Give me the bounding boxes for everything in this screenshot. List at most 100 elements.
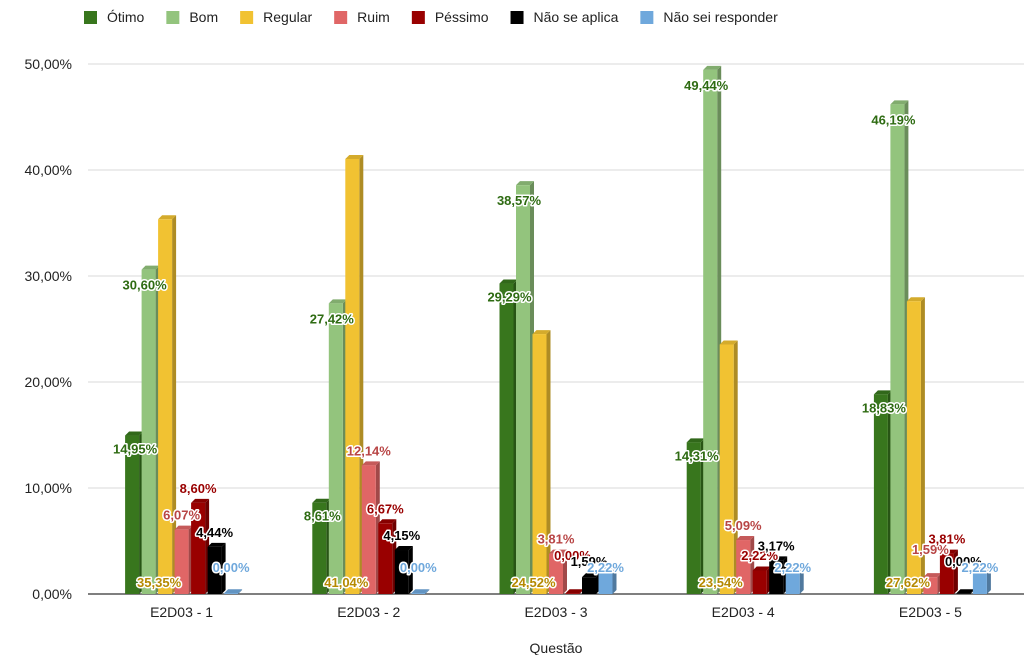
- data-label: 2,22%: [587, 560, 624, 575]
- data-label: 41,04%: [324, 575, 369, 590]
- y-tick-label: 40,00%: [25, 162, 72, 178]
- legend-label: Ruim: [357, 9, 390, 25]
- bar-side: [563, 549, 567, 594]
- bar: [516, 185, 530, 594]
- bar-side: [953, 549, 958, 594]
- data-label: 2,22%: [961, 560, 998, 575]
- legend-label: Não sei responder: [663, 9, 778, 25]
- bar: [686, 442, 701, 594]
- bar-top: [873, 390, 892, 395]
- bar-top: [345, 154, 364, 159]
- data-label: 8,60%: [180, 481, 217, 496]
- legend-swatch: [411, 11, 425, 24]
- bar-top: [378, 519, 397, 524]
- bar-top: [703, 65, 722, 70]
- bar-top: [923, 573, 942, 578]
- data-label: 2,22%: [774, 560, 811, 575]
- bar: [158, 219, 173, 595]
- bar-top: [224, 589, 243, 594]
- data-label: 5,09%: [725, 518, 762, 533]
- y-tick-label: 20,00%: [25, 374, 72, 390]
- bar: [769, 560, 784, 594]
- x-tick-label: E2D03 - 2: [337, 604, 400, 620]
- bar-side: [986, 566, 991, 594]
- bar-side: [238, 589, 243, 594]
- legend-swatch: [640, 11, 654, 24]
- bar: [345, 158, 360, 594]
- data-label: 18,83%: [862, 400, 907, 415]
- x-tick-label: E2D03 - 1: [150, 604, 213, 620]
- bar: [736, 540, 751, 594]
- bar: [752, 570, 767, 594]
- legend-swatch: [240, 11, 254, 24]
- legend-label: Péssimo: [435, 9, 489, 25]
- bar-top: [549, 549, 567, 554]
- y-tick-label: 0,00%: [32, 586, 72, 602]
- data-label: 3,81%: [538, 532, 575, 547]
- data-label: 4,15%: [383, 528, 420, 543]
- bar-side: [172, 215, 177, 595]
- data-label: 27,62%: [886, 575, 931, 590]
- bar-side: [221, 542, 226, 594]
- bar-top: [328, 299, 347, 304]
- bar: [378, 523, 393, 594]
- x-tick-label: E2D03 - 5: [899, 604, 962, 620]
- data-label: 0,00%: [213, 560, 250, 575]
- data-label: 1,59%: [571, 554, 608, 569]
- bar: [532, 334, 547, 594]
- data-label: 29,29%: [487, 290, 532, 305]
- data-label: 3,17%: [758, 538, 795, 553]
- bar: [174, 529, 189, 594]
- bar-top: [516, 181, 534, 186]
- data-label: 8,61%: [304, 509, 341, 524]
- bar: [719, 344, 734, 594]
- legend-swatch: [334, 11, 348, 24]
- bar-top: [158, 215, 177, 220]
- y-tick-label: 50,00%: [25, 56, 72, 72]
- bar: [411, 593, 426, 594]
- legend-label: Ótimo: [107, 9, 145, 25]
- bar: [785, 570, 800, 594]
- bar-top: [769, 556, 788, 561]
- data-label: 4,44%: [196, 525, 233, 540]
- bar: [224, 593, 239, 594]
- bar-top: [361, 461, 380, 466]
- legend-label: Regular: [263, 9, 312, 25]
- bar-top: [719, 340, 738, 345]
- bar: [956, 593, 971, 594]
- data-label: 38,57%: [497, 193, 542, 208]
- bar-top: [686, 438, 705, 443]
- bar-side: [612, 566, 617, 594]
- data-label: 49,44%: [684, 78, 729, 93]
- legend-swatch: [84, 11, 97, 24]
- legend-label: Bom: [189, 9, 218, 25]
- data-label: 14,95%: [113, 442, 158, 457]
- data-label: 14,31%: [675, 448, 720, 463]
- bar: [312, 502, 327, 594]
- legend-label: Não se aplica: [534, 9, 619, 25]
- bar-side: [799, 566, 804, 594]
- data-label: 24,52%: [511, 575, 556, 590]
- bar-side: [546, 330, 551, 594]
- bar: [873, 394, 888, 594]
- data-label: 23,54%: [699, 575, 744, 590]
- data-label: 1,59%: [912, 542, 949, 557]
- bar-top: [736, 536, 755, 541]
- bar-side: [408, 546, 413, 594]
- bar: [191, 502, 206, 594]
- bar: [141, 269, 156, 594]
- bar: [549, 553, 563, 594]
- data-label: 3,81%: [928, 532, 965, 547]
- bar-top: [785, 566, 804, 571]
- data-label: 6,67%: [367, 501, 404, 516]
- y-tick-label: 30,00%: [25, 268, 72, 284]
- bar-top: [207, 542, 226, 547]
- x-tick-label: E2D03 - 3: [524, 604, 587, 620]
- data-label: 2,22%: [741, 548, 778, 563]
- bar-top: [890, 100, 909, 105]
- x-axis-title: Questão: [530, 640, 583, 655]
- bar: [582, 577, 596, 594]
- bar-top: [125, 431, 144, 436]
- data-label: 46,19%: [871, 112, 916, 127]
